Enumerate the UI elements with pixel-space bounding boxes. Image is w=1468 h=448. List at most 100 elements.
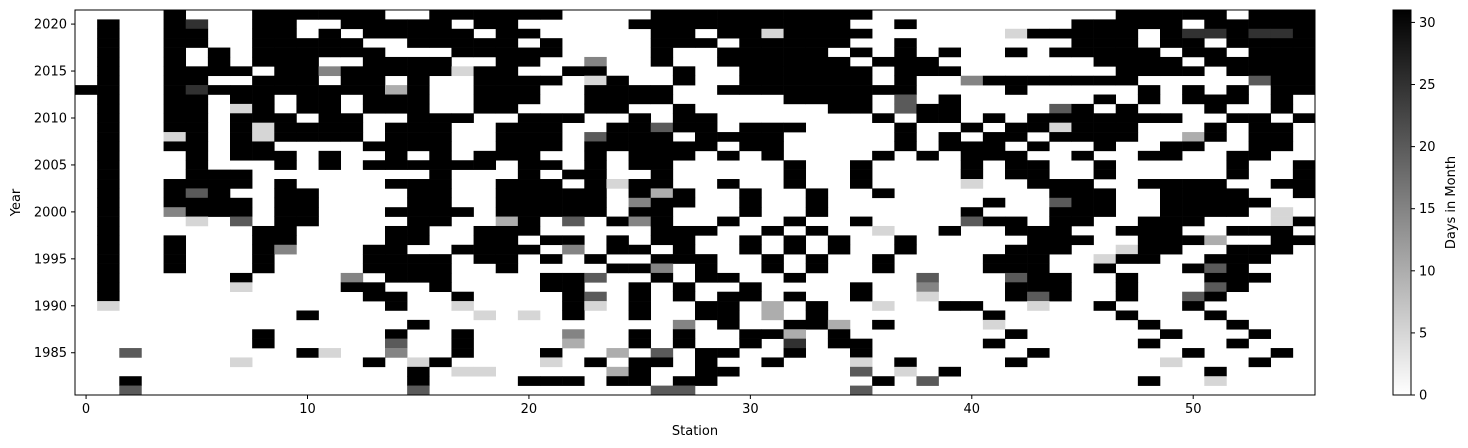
heatmap-cell [1005,132,1028,142]
heatmap-cell [916,56,939,67]
heatmap-cell [850,348,873,358]
y-tick-label: 2015 [34,65,67,80]
heatmap-cell [1248,197,1272,208]
heatmap-cell [318,66,342,77]
heatmap-cell [1226,19,1249,30]
heatmap-cell [1115,10,1139,20]
heatmap-cell [1160,10,1183,20]
heatmap-cell [761,85,784,95]
heatmap-cell [274,10,297,20]
heatmap-cell [429,132,452,142]
heatmap-cell [1248,28,1272,39]
heatmap-cell [540,160,563,170]
heatmap-cell [517,225,541,236]
heatmap-cell [97,244,120,255]
heatmap-cell [495,188,519,199]
heatmap-cell [1005,291,1028,302]
heatmap-cell [318,28,342,39]
heatmap-cell [1049,47,1072,58]
heatmap-cell [761,66,784,77]
heatmap-cell [1071,47,1094,58]
heatmap-cell [185,103,209,114]
heatmap-cell [960,160,984,170]
heatmap-cell [1226,150,1249,161]
heatmap-cell [340,10,364,20]
heatmap-cell [1248,56,1272,67]
heatmap-cell [407,376,430,386]
heatmap-cell [385,244,408,255]
heatmap-cell [628,357,652,368]
heatmap-cell [672,244,696,255]
heatmap-cell [318,160,342,170]
heatmap-cell [850,338,873,349]
heatmap-cell [517,132,541,142]
heatmap-cell [1226,319,1249,330]
heatmap-cell [429,272,452,283]
colorbar-tick-label: 25 [1419,78,1436,93]
heatmap-cell [1049,132,1072,142]
heatmap-cell [1292,56,1316,67]
heatmap-cell [318,122,342,133]
heatmap-cell [916,282,939,293]
heatmap-cell [163,85,187,95]
heatmap-cell [274,197,297,208]
heatmap-cell [739,207,762,217]
heatmap-cell [495,235,519,246]
heatmap-cell [695,254,718,264]
heatmap-cell [97,160,120,170]
heatmap-cell [584,357,607,368]
heatmap-cell [97,122,120,133]
heatmap-cell [717,216,740,227]
heatmap-cell [739,338,762,349]
heatmap-cell [495,47,519,58]
heatmap-cell [1137,319,1161,330]
heatmap-cell [1137,85,1161,95]
heatmap-cell [1071,150,1094,161]
heatmap-cell [252,38,275,48]
heatmap-cell [274,47,297,58]
heatmap-cell [230,272,253,283]
heatmap-cell [628,179,652,189]
heatmap-cell [252,28,275,39]
heatmap-cell [1027,272,1050,283]
heatmap-cell [805,197,829,208]
heatmap-cell [1182,38,1205,48]
heatmap-cell [207,169,231,180]
heatmap-cell [385,348,408,358]
heatmap-cell [1226,197,1249,208]
heatmap-cell [1204,376,1227,386]
heatmap-cell [1093,75,1117,86]
heatmap-cell [385,94,408,105]
heatmap-cell [318,150,342,161]
heatmap-cell [252,141,275,152]
heatmap-cell [473,10,497,20]
heatmap-cell [362,244,386,255]
heatmap-cell [407,113,430,123]
heatmap-cell [872,263,895,274]
heatmap-cell [385,150,408,161]
heatmap-cell [672,282,696,293]
heatmap-cell [407,235,430,246]
heatmap-cell [1160,28,1183,39]
heatmap-cell [252,254,275,264]
y-tick-label: 2005 [34,158,67,173]
heatmap-cell [650,38,674,48]
heatmap-cell [1071,113,1094,123]
heatmap-cell [1137,244,1161,255]
heatmap-cell [163,38,187,48]
heatmap-cell [1292,66,1316,77]
heatmap-cell [739,291,762,302]
heatmap-cell [717,319,740,330]
heatmap-cell [1071,132,1094,142]
heatmap-cell [429,141,452,152]
heatmap-cell [1049,197,1072,208]
heatmap-cell [163,244,187,255]
heatmap-cell [1160,235,1183,246]
heatmap-cell [1071,38,1094,48]
heatmap-cell [451,10,474,20]
heatmap-cell [407,94,430,105]
heatmap-cell [894,141,917,152]
heatmap-cell [1270,207,1294,217]
heatmap-cell [1115,103,1139,114]
heatmap-cells [75,10,1316,396]
